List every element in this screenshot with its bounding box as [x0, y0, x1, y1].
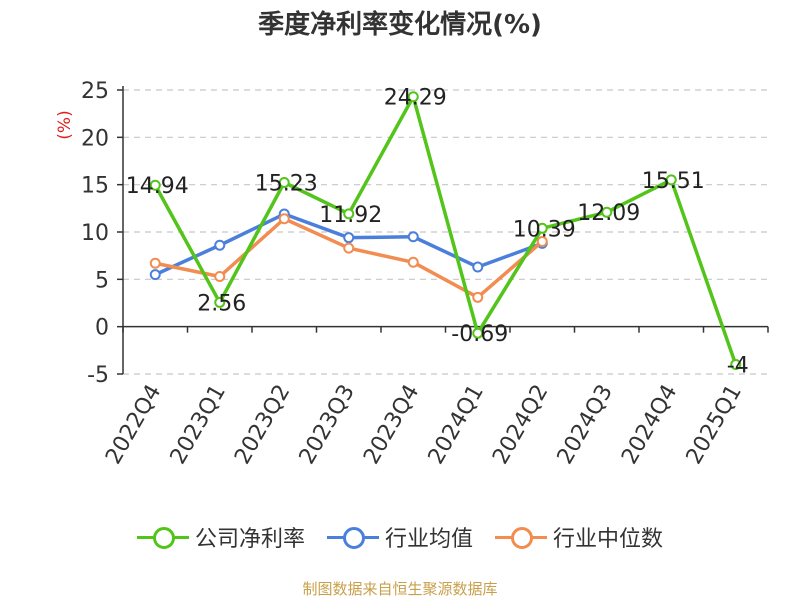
y-tick-label: 25 — [81, 79, 109, 104]
data-point — [472, 291, 484, 303]
x-tick-label: 2024Q4 — [617, 381, 682, 469]
legend-label: 公司净利率 — [194, 527, 305, 552]
series-industry-median — [149, 213, 548, 303]
legend-label: 行业中位数 — [553, 527, 664, 552]
y-tick-label: 20 — [81, 126, 109, 151]
data-point — [730, 359, 742, 371]
data-point — [214, 296, 226, 308]
data-point — [343, 232, 355, 244]
data-point — [407, 231, 419, 243]
data-point — [665, 174, 677, 186]
y-tick-label: 10 — [81, 221, 109, 246]
legend-swatch — [326, 527, 379, 549]
legend-swatch — [495, 527, 547, 549]
series-line — [154, 216, 544, 300]
legend-item[interactable]: 行业中位数 — [495, 521, 663, 553]
legend-label: 行业均值 — [384, 527, 473, 552]
data-point — [407, 91, 419, 103]
data-point — [214, 270, 226, 282]
y-axis-label: (%) — [55, 110, 75, 139]
series-line — [153, 94, 738, 366]
y-tick-label: 5 — [95, 268, 109, 293]
data-point — [536, 222, 548, 234]
data-point — [278, 176, 290, 188]
data-label: 11.92 — [319, 203, 382, 228]
legend-swatch — [136, 527, 189, 549]
data-point — [343, 242, 355, 254]
x-tick-label: 2023Q4 — [359, 381, 424, 469]
data-point — [149, 179, 161, 191]
data-label: 14.94 — [126, 174, 189, 199]
data-label: -0.69 — [451, 322, 508, 347]
x-tick-label: 2023Q3 — [295, 381, 360, 469]
x-tick-label: 2025Q1 — [682, 381, 747, 469]
data-point — [343, 208, 355, 220]
data-label: 10.39 — [513, 217, 576, 242]
data-point — [601, 206, 613, 218]
x-tick-label: 2022Q4 — [101, 381, 166, 469]
x-tick-label: 2023Q2 — [230, 381, 295, 469]
x-tick-label: 2024Q1 — [424, 381, 489, 469]
data-label: 12.09 — [577, 201, 640, 226]
data-point — [278, 213, 290, 225]
data-label: 24.29 — [384, 86, 447, 111]
chart-title: 季度净利率变化情况(%) — [258, 10, 542, 40]
y-tick-label: 15 — [81, 174, 109, 199]
series-company-net-margin — [149, 91, 742, 371]
data-point — [149, 257, 161, 269]
data-label: -4 — [727, 354, 749, 379]
data-point — [407, 256, 419, 268]
y-tick-label: 0 — [95, 316, 109, 341]
x-tick-label: 2024Q3 — [553, 381, 618, 469]
x-tick-label: 2024Q2 — [488, 381, 553, 469]
legend: 公司净利率 行业均值 行业中位数 — [0, 520, 800, 554]
legend-item[interactable]: 行业均值 — [326, 521, 473, 553]
data-point — [472, 261, 484, 273]
series-layer — [149, 91, 742, 371]
source-note: 制图数据来自恒生聚源数据库 — [302, 580, 498, 598]
x-tick-label: 2023Q1 — [166, 381, 231, 469]
data-point — [149, 269, 161, 281]
data-point — [214, 239, 226, 251]
data-label: 2.56 — [197, 291, 246, 316]
data-point — [472, 327, 484, 339]
data-label: 15.23 — [255, 171, 318, 196]
data-label: 15.51 — [642, 169, 705, 194]
data-point — [536, 235, 548, 247]
legend-item[interactable]: 公司净利率 — [136, 521, 305, 553]
y-tick-label: -5 — [87, 363, 109, 388]
